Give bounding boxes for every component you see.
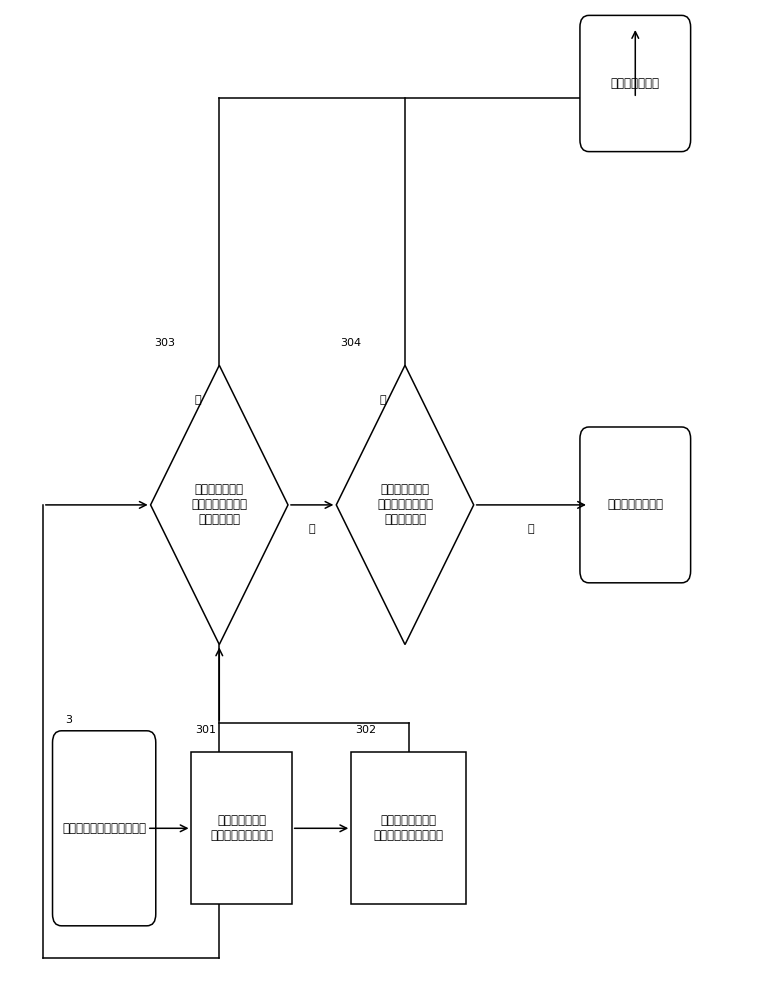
Text: 302: 302 — [355, 725, 376, 735]
FancyBboxPatch shape — [580, 427, 691, 583]
Text: 否: 否 — [194, 395, 201, 405]
Text: 304: 304 — [340, 338, 361, 348]
Text: 301: 301 — [195, 725, 216, 735]
Text: 否: 否 — [380, 395, 387, 405]
Text: 在左右部检查门
是否有超过了面积
阈値的图像？: 在左右部检查门 是否有超过了面积 阈値的图像？ — [377, 483, 433, 526]
Text: 进行螺紋破损判定: 进行螺紋破损判定 — [607, 498, 663, 511]
Text: 进行合格品判定: 进行合格品判定 — [611, 77, 659, 90]
Polygon shape — [151, 365, 288, 645]
Bar — [351, 752, 466, 904]
Text: 在左右部检查门
是否有比浓淡差阈
値暗的像素？: 在左右部检查门 是否有比浓淡差阈 値暗的像素？ — [191, 483, 247, 526]
Bar — [192, 752, 292, 904]
Polygon shape — [337, 365, 474, 645]
FancyBboxPatch shape — [580, 15, 691, 152]
Text: 设定左右部检查门
的浓淡差、面积阈値。: 设定左右部检查门 的浓淡差、面积阈値。 — [374, 814, 443, 842]
Text: 3: 3 — [65, 715, 72, 725]
Text: 303: 303 — [155, 338, 175, 348]
Text: 螺紋端左右部破损检测机构: 螺紋端左右部破损检测机构 — [62, 822, 146, 835]
FancyBboxPatch shape — [52, 731, 156, 926]
Text: 在螺紋端的左右
设定左右部检查门。: 在螺紋端的左右 设定左右部检查门。 — [210, 814, 273, 842]
Text: 是: 是 — [528, 524, 534, 534]
Text: 是: 是 — [309, 524, 315, 534]
